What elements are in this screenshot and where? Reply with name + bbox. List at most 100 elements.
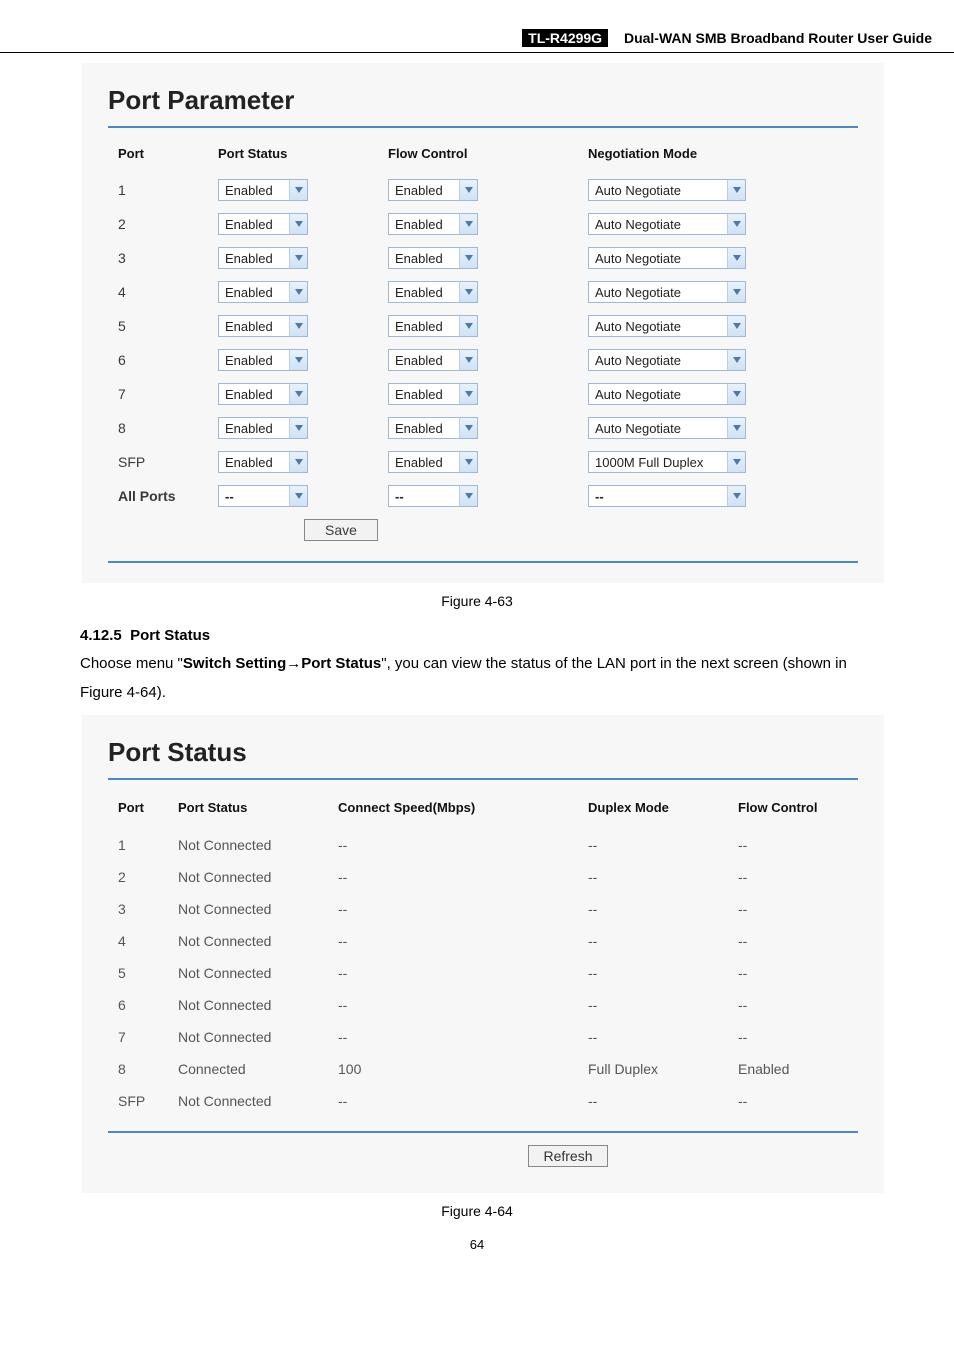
- table-row: 1EnabledEnabledAuto Negotiate: [114, 173, 852, 207]
- select[interactable]: Auto Negotiate: [588, 281, 746, 303]
- select[interactable]: Enabled: [218, 213, 308, 235]
- duplex-cell: --: [584, 829, 734, 861]
- chevron-down-icon: [289, 452, 307, 472]
- select[interactable]: 1000M Full Duplex: [588, 451, 746, 473]
- select-value: Enabled: [389, 319, 459, 334]
- port-cell: 3: [114, 241, 214, 275]
- select[interactable]: Enabled: [388, 451, 478, 473]
- select-value: Enabled: [389, 251, 459, 266]
- port-cell: 5: [114, 309, 214, 343]
- select[interactable]: Auto Negotiate: [588, 213, 746, 235]
- page-number: 64: [0, 1237, 954, 1252]
- status-cell: Not Connected: [174, 1085, 334, 1117]
- select[interactable]: Enabled: [388, 383, 478, 405]
- select-value: --: [219, 489, 289, 504]
- chevron-down-icon: [727, 350, 745, 370]
- select[interactable]: Enabled: [388, 417, 478, 439]
- select-value: Enabled: [389, 217, 459, 232]
- chevron-down-icon: [459, 384, 477, 404]
- port-parameter-table: Port Port Status Flow Control Negotiatio…: [114, 138, 852, 547]
- refresh-button[interactable]: Refresh: [528, 1145, 607, 1167]
- select[interactable]: Auto Negotiate: [588, 247, 746, 269]
- chevron-down-icon: [459, 486, 477, 506]
- select[interactable]: Auto Negotiate: [588, 179, 746, 201]
- select-value: Auto Negotiate: [589, 319, 727, 334]
- chevron-down-icon: [459, 214, 477, 234]
- table-row: 4Not Connected------: [114, 925, 852, 957]
- select[interactable]: Enabled: [218, 179, 308, 201]
- duplex-cell: --: [584, 1021, 734, 1053]
- all-ports-flow-select[interactable]: --: [388, 485, 478, 507]
- select[interactable]: Auto Negotiate: [588, 349, 746, 371]
- select-value: Auto Negotiate: [589, 251, 727, 266]
- all-ports-neg-select[interactable]: --: [588, 485, 746, 507]
- section-heading: 4.12.5 Port Status: [80, 627, 874, 644]
- table-row: 6EnabledEnabledAuto Negotiate: [114, 343, 852, 377]
- port-cell: SFP: [114, 1085, 174, 1117]
- select[interactable]: Auto Negotiate: [588, 315, 746, 337]
- flow-cell: --: [734, 925, 852, 957]
- port-cell: 2: [114, 861, 174, 893]
- duplex-cell: --: [584, 893, 734, 925]
- table-row: 3EnabledEnabledAuto Negotiate: [114, 241, 852, 275]
- status-cell: Not Connected: [174, 925, 334, 957]
- select[interactable]: Enabled: [388, 247, 478, 269]
- select[interactable]: Enabled: [218, 383, 308, 405]
- duplex-cell: --: [584, 957, 734, 989]
- select[interactable]: Enabled: [218, 247, 308, 269]
- table-row: 6Not Connected------: [114, 989, 852, 1021]
- chevron-down-icon: [727, 418, 745, 438]
- select[interactable]: Enabled: [388, 179, 478, 201]
- table-row: SFP Enabled Enabled 1000M Full Duplex: [114, 445, 852, 479]
- select-value: Enabled: [219, 387, 289, 402]
- save-button[interactable]: Save: [304, 519, 378, 541]
- col-status: Port Status: [174, 790, 334, 829]
- port-status-panel: Port Status Port Port Status Connect Spe…: [82, 715, 884, 1193]
- speed-cell: --: [334, 893, 584, 925]
- select[interactable]: Enabled: [388, 213, 478, 235]
- port-cell: 3: [114, 893, 174, 925]
- speed-cell: --: [334, 829, 584, 861]
- port-cell: 4: [114, 275, 214, 309]
- select[interactable]: Enabled: [218, 315, 308, 337]
- duplex-cell: --: [584, 1085, 734, 1117]
- col-port: Port: [114, 138, 214, 173]
- flow-cell: --: [734, 829, 852, 861]
- status-cell: Not Connected: [174, 957, 334, 989]
- col-flow: Flow Control: [384, 138, 584, 173]
- duplex-cell: Full Duplex: [584, 1053, 734, 1085]
- select[interactable]: Enabled: [218, 451, 308, 473]
- flow-cell: --: [734, 893, 852, 925]
- select-value: --: [589, 489, 727, 504]
- chevron-down-icon: [727, 452, 745, 472]
- chevron-down-icon: [727, 214, 745, 234]
- select-value: Enabled: [219, 455, 289, 470]
- duplex-cell: --: [584, 861, 734, 893]
- figure-caption: Figure 4-63: [0, 593, 954, 609]
- col-speed: Connect Speed(Mbps): [334, 790, 584, 829]
- select-value: Enabled: [219, 183, 289, 198]
- status-cell: Not Connected: [174, 1021, 334, 1053]
- table-row: 2EnabledEnabledAuto Negotiate: [114, 207, 852, 241]
- select[interactable]: Enabled: [218, 281, 308, 303]
- chevron-down-icon: [289, 384, 307, 404]
- select[interactable]: Enabled: [388, 281, 478, 303]
- select[interactable]: Enabled: [218, 349, 308, 371]
- section-title: Port Status: [130, 627, 210, 644]
- select[interactable]: Auto Negotiate: [588, 417, 746, 439]
- chevron-down-icon: [459, 248, 477, 268]
- select-value: Enabled: [219, 217, 289, 232]
- select[interactable]: Enabled: [388, 349, 478, 371]
- flow-cell: --: [734, 989, 852, 1021]
- chevron-down-icon: [459, 418, 477, 438]
- select[interactable]: Enabled: [218, 417, 308, 439]
- select[interactable]: Enabled: [388, 315, 478, 337]
- all-ports-status-select[interactable]: --: [218, 485, 308, 507]
- select[interactable]: Auto Negotiate: [588, 383, 746, 405]
- port-cell: 5: [114, 957, 174, 989]
- port-cell: SFP: [114, 445, 214, 479]
- select-value: Enabled: [389, 353, 459, 368]
- table-row: Save: [114, 513, 852, 547]
- chevron-down-icon: [289, 248, 307, 268]
- all-ports-label: All Ports: [114, 479, 214, 513]
